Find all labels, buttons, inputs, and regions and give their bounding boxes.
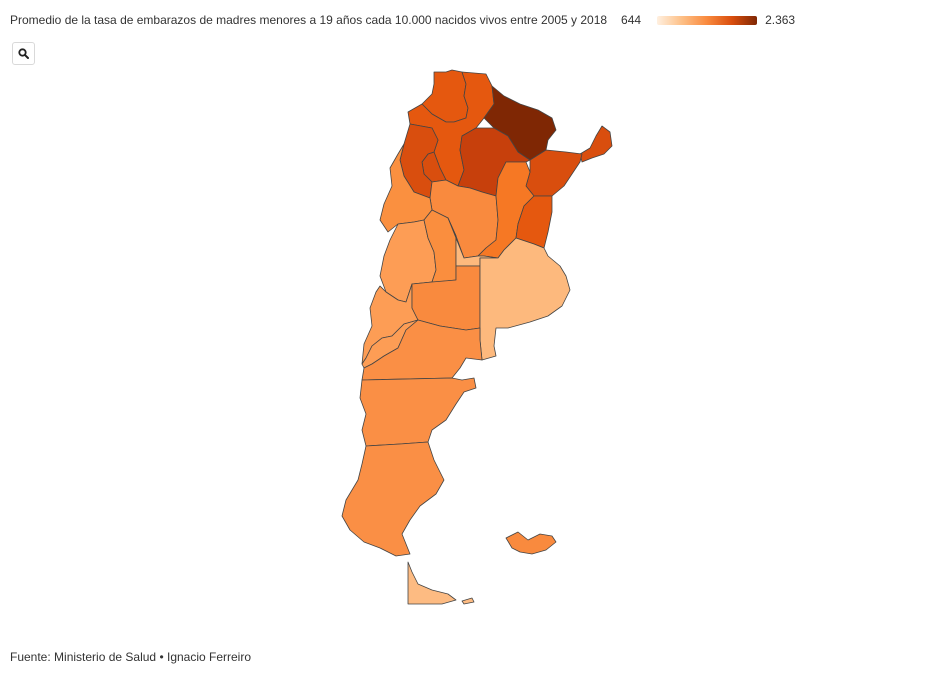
province-rio-negro[interactable] [361, 319, 483, 381]
footer-separator: • [159, 650, 164, 664]
province-corrientes[interactable] [525, 149, 583, 197]
legend-gradient-bar [657, 15, 758, 25]
color-legend: 644 2.363 [621, 13, 795, 27]
province-santa-cruz[interactable] [341, 441, 445, 557]
province-chubut[interactable] [359, 377, 477, 447]
island-estados[interactable] [461, 597, 475, 605]
province-misiones[interactable] [579, 125, 613, 163]
province-tierra-del-fuego[interactable] [407, 561, 457, 605]
zoom-button[interactable] [12, 42, 35, 65]
legend-max-value: 2.363 [765, 13, 796, 27]
islands-malvinas[interactable] [505, 531, 557, 555]
map-footer: Fuente: Ministerio de Salud • Ignacio Fe… [10, 650, 251, 664]
legend-min-value: 644 [621, 13, 642, 27]
source-text: Fuente: Ministerio de Salud [10, 650, 157, 664]
author-text: Ignacio Ferreiro [166, 650, 252, 664]
map-header: Promedio de la tasa de embarazos de madr… [10, 12, 795, 28]
search-icon [18, 48, 29, 59]
map-title: Promedio de la tasa de embarazos de madr… [10, 13, 608, 27]
